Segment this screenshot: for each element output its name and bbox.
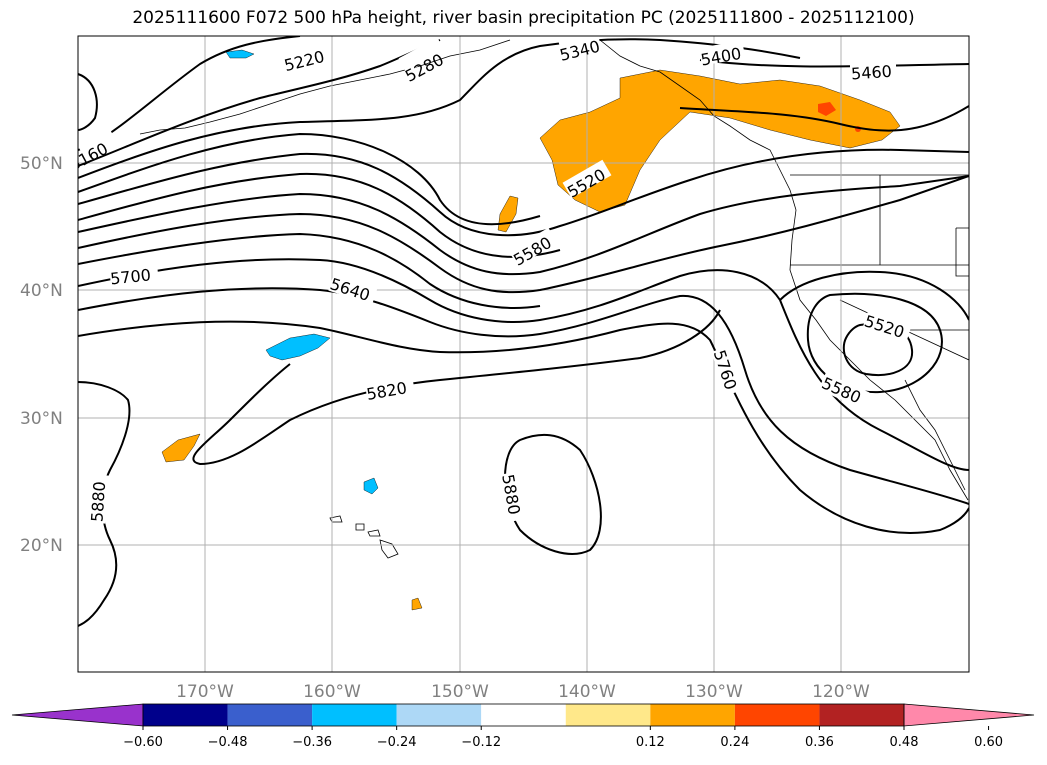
colorbar-swatch [481, 704, 566, 726]
lon-label-120w: 120°W [812, 682, 870, 702]
colorbar-swatch [734, 704, 820, 726]
colorbar-swatch [312, 704, 397, 726]
map-frame [77, 35, 970, 673]
colorbar-swatch [396, 704, 482, 726]
lon-label-130w: 130°W [685, 682, 743, 702]
colorbar-extend-high [903, 703, 1035, 727]
colorbar-swatch [143, 704, 228, 726]
lat-label-50n: 50°N [20, 154, 63, 174]
lon-label-170w: 170°W [176, 682, 234, 702]
negative-precip-region-pacific [265, 333, 331, 361]
colorbar-swatch [819, 704, 904, 726]
lat-label-40n: 40°N [20, 281, 63, 301]
colorbar-tick-label: −0.60 [123, 735, 163, 750]
lon-label-140w: 140°W [558, 682, 616, 702]
colorbar-tick-label: 0.60 [974, 735, 1003, 750]
positive-precip-region-pnw [539, 69, 901, 213]
lat-label-20n: 20°N [20, 536, 63, 556]
colorbar-tick-label: 0.24 [720, 735, 749, 750]
strong-precip-spot [818, 102, 836, 116]
colorbar-tick-label: −0.12 [461, 735, 501, 750]
colorbar-tick-label: 0.48 [890, 735, 919, 750]
lat-label-30n: 30°N [20, 409, 63, 429]
negative-precip-region-hawaii [363, 477, 379, 495]
contour-label-5460: 5460 [850, 62, 892, 84]
colorbar-swatch [227, 704, 313, 726]
graticule [78, 36, 969, 672]
positive-precip-region-west [161, 433, 201, 463]
colorbar-swatch [650, 704, 735, 726]
map-title: 2025111600 F072 500 hPa height, river ba… [132, 8, 915, 28]
contour-label-5700: 5700 [109, 265, 151, 288]
lon-label-150w: 150°W [431, 682, 489, 702]
longitude-labels: 170°W 160°W 150°W 140°W 130°W 120°W [176, 682, 870, 702]
positive-precip-region-south [411, 597, 423, 611]
colorbar-tick-label: −0.36 [292, 735, 332, 750]
map-plot-area: 5220 5340 5400 5460 5520 5580 5640 5700 … [78, 36, 969, 672]
height-contours [78, 36, 969, 627]
lon-label-160w: 160°W [303, 682, 361, 702]
latitude-labels: 50°N 40°N 30°N 20°N [20, 154, 63, 556]
colorbar-border [142, 703, 905, 727]
colorbar-extend-low [11, 703, 144, 727]
negative-precip-region-aleutian [225, 49, 255, 59]
colorbar-swatch [565, 704, 651, 726]
colorbar: −0.60 −0.48 −0.36 −0.24 −0.12 0.12 0.24 0.36 0.4… [11, 703, 1035, 750]
contour-label-5880-west: 5880 [87, 481, 109, 523]
colorbar-tick-label: 0.36 [805, 735, 834, 750]
colorbar-tick-label: −0.48 [208, 735, 248, 750]
colorbar-tick-label: 0.12 [636, 735, 665, 750]
colorbar-tick-label: −0.24 [377, 735, 417, 750]
